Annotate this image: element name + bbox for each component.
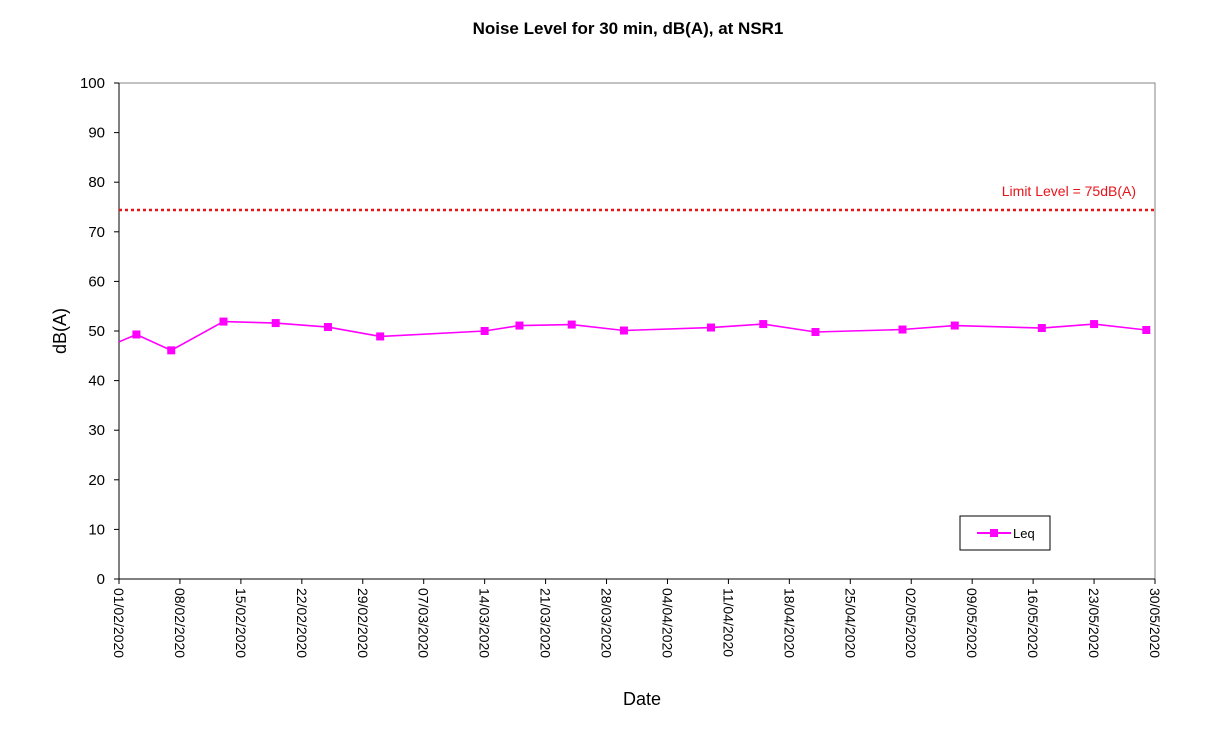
y-tick-label: 30 xyxy=(88,422,105,439)
y-tick-label: 10 xyxy=(88,521,105,538)
legend-label-leq: Leq xyxy=(1013,526,1035,541)
x-tick-label: 04/04/2020 xyxy=(659,588,675,658)
y-tick-label: 70 xyxy=(88,224,105,241)
x-tick-label: 22/02/2020 xyxy=(294,588,310,658)
data-point xyxy=(480,327,489,335)
data-point xyxy=(567,320,576,329)
data-point xyxy=(1037,324,1046,333)
y-tick-label: 100 xyxy=(80,75,105,92)
x-tick-label: 07/03/2020 xyxy=(416,588,432,658)
data-point xyxy=(811,327,820,336)
data-point xyxy=(759,320,768,329)
x-tick-label: 11/04/2020 xyxy=(720,588,736,657)
x-tick-label: 09/05/2020 xyxy=(964,588,980,658)
limit-label: Limit Level = 75dB(A) xyxy=(1002,183,1136,199)
x-tick-label: 29/02/2020 xyxy=(355,588,371,658)
x-axis-label: Date xyxy=(623,689,661,709)
x-tick-label: 25/04/2020 xyxy=(842,588,858,658)
x-tick-label: 08/02/2020 xyxy=(172,588,188,658)
data-point xyxy=(1090,320,1099,329)
data-point xyxy=(898,325,907,334)
x-tick-label: 14/03/2020 xyxy=(477,588,493,658)
y-axis: 0 10 20 30 40 50 60 70 80 90 100 xyxy=(80,75,120,588)
legend-marker xyxy=(990,529,998,537)
data-point xyxy=(132,330,141,339)
limit-level: Limit Level = 75dB(A) xyxy=(119,183,1155,212)
y-tick-label: 80 xyxy=(88,174,105,191)
data-point xyxy=(1142,326,1151,335)
data-point xyxy=(515,321,524,330)
x-tick-label: 01/02/2020 xyxy=(111,588,127,658)
data-point xyxy=(950,321,959,330)
x-tick-label: 21/03/2020 xyxy=(538,588,554,658)
x-tick-label: 30/05/2020 xyxy=(1147,588,1163,658)
series-leq xyxy=(118,317,1151,355)
data-point xyxy=(619,326,628,335)
y-axis-label: dB(A) xyxy=(50,308,70,354)
y-tick-label: 50 xyxy=(88,323,105,340)
data-point xyxy=(707,323,715,332)
y-tick-label: 20 xyxy=(88,472,105,489)
x-tick-label: 23/05/2020 xyxy=(1086,588,1102,658)
data-point xyxy=(167,346,176,355)
y-tick-label: 40 xyxy=(88,373,105,390)
x-tick-label: 18/04/2020 xyxy=(781,588,797,658)
data-point xyxy=(376,332,385,341)
data-point xyxy=(219,317,228,326)
chart-title: Noise Level for 30 min, dB(A), at NSR1 xyxy=(473,19,784,38)
x-tick-label: 16/05/2020 xyxy=(1025,588,1041,658)
plot-area xyxy=(118,82,1156,580)
y-tick-label: 0 xyxy=(97,571,105,588)
data-point xyxy=(271,319,280,328)
x-tick-label: 15/02/2020 xyxy=(233,588,249,658)
data-point xyxy=(323,323,332,332)
x-axis: 01/02/2020 08/02/2020 15/02/2020 22/02/2020… xyxy=(111,578,1163,658)
x-tick-label: 02/05/2020 xyxy=(903,588,919,658)
y-tick-label: 90 xyxy=(88,125,105,142)
y-tick-label: 60 xyxy=(88,273,105,290)
legend: Leq xyxy=(959,515,1051,551)
x-tick-label: 28/03/2020 xyxy=(599,588,615,658)
